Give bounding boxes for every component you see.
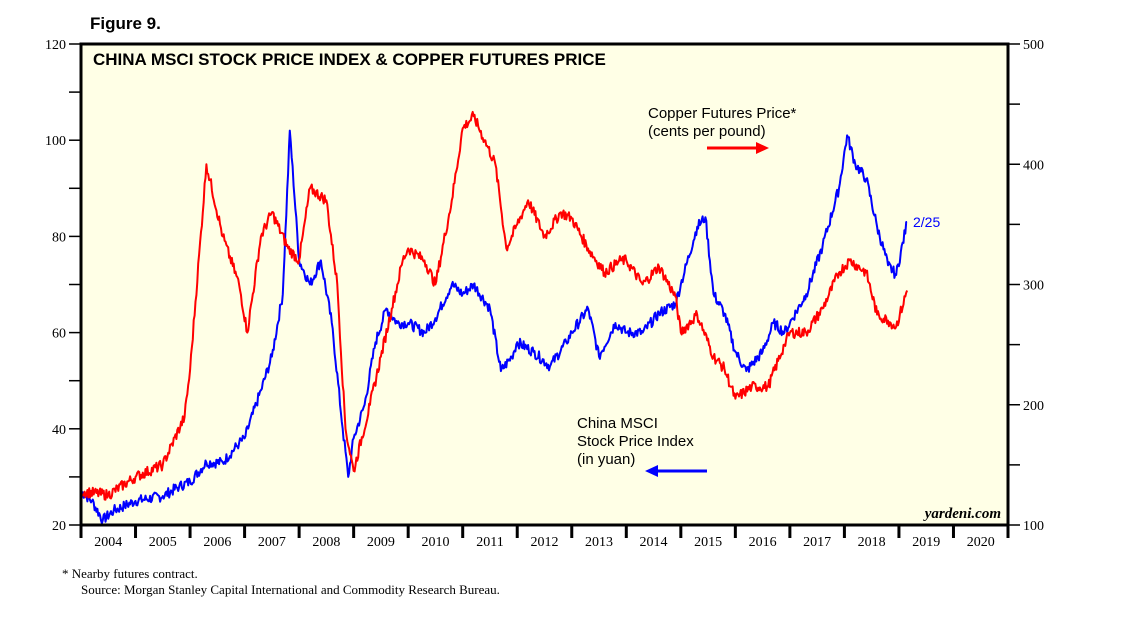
x-axis-label: 2015	[694, 535, 722, 550]
figure-label: Figure 9.	[90, 14, 161, 33]
msci-unit-label: (in yuan)	[577, 451, 635, 468]
left-axis-label: 60	[52, 327, 66, 342]
copper-price-line	[80, 110, 909, 501]
chart-title: CHINA MSCI STOCK PRICE INDEX & COPPER FU…	[93, 50, 606, 69]
x-axis-label: 2010	[421, 535, 449, 550]
x-axis-label: 2013	[585, 535, 613, 550]
x-axis-label: 2012	[531, 535, 559, 550]
end-date-label: 2/25	[913, 214, 940, 230]
right-axis-label: 400	[1023, 158, 1044, 173]
x-axis-label: 2007	[258, 535, 286, 550]
footnote: * Nearby futures contract.	[62, 566, 198, 581]
x-axis-label: 2019	[912, 535, 940, 550]
right-axis-label: 500	[1023, 38, 1044, 53]
right-axis-label: 300	[1023, 279, 1044, 294]
right-axis-label: 100	[1023, 519, 1044, 534]
x-axis-label: 2005	[149, 535, 177, 550]
right-arrow-icon	[707, 142, 769, 154]
left-arrow-icon	[645, 465, 707, 477]
right-axis-label: 200	[1023, 399, 1044, 414]
msci-label: China MSCI	[577, 415, 658, 432]
x-axis-label: 2004	[94, 535, 122, 550]
left-axis-label: 100	[45, 134, 66, 149]
series-lines	[80, 110, 909, 525]
msci-label-2: Stock Price Index	[577, 433, 694, 450]
x-axis-label: 2017	[803, 535, 831, 550]
copper-label: Copper Futures Price*	[648, 105, 797, 122]
x-axis-label: 2020	[967, 535, 995, 550]
copper-unit-label: (cents per pound)	[648, 123, 766, 140]
left-axis-label: 20	[52, 519, 66, 534]
left-axis-label: 80	[52, 230, 66, 245]
x-axis-label: 2011	[476, 535, 503, 550]
left-axis-label: 40	[52, 423, 66, 438]
plot-frame	[79, 42, 1010, 527]
source-note: Source: Morgan Stanley Capital Internati…	[81, 582, 500, 597]
x-axis-label: 2018	[858, 535, 886, 550]
left-axis-label: 120	[45, 38, 66, 53]
x-axis-label: 2008	[312, 535, 340, 550]
msci-index-line	[80, 129, 908, 525]
axes: 20 40 60 80 100 120 100 200 300 400 500 2004 2005 200…	[45, 38, 1044, 550]
x-axis-label: 2014	[640, 535, 668, 550]
watermark: yardeni.com	[923, 506, 1001, 522]
x-axis-label: 2006	[203, 535, 231, 550]
x-axis-label: 2016	[749, 535, 777, 550]
x-axis-label: 2009	[367, 535, 395, 550]
